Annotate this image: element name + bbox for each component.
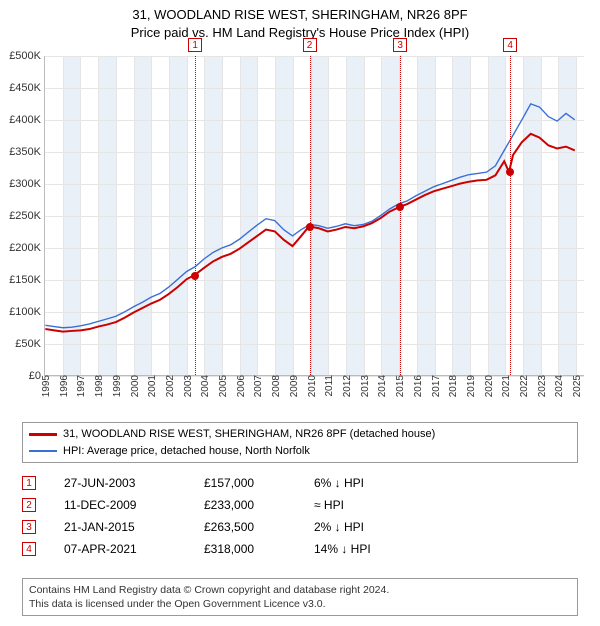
annotation-marker xyxy=(510,56,511,375)
txn-date: 07-APR-2021 xyxy=(64,542,204,556)
y-axis-label: £350K xyxy=(9,146,45,158)
table-row: 2 11-DEC-2009£233,000≈ HPI xyxy=(22,494,578,516)
annotation-box: 4 xyxy=(503,38,517,52)
x-axis-label: 2010 xyxy=(304,375,318,397)
txn-relative-hpi: 14% ↓ HPI xyxy=(314,542,578,556)
txn-price: £157,000 xyxy=(204,476,314,490)
txn-index-box: 3 xyxy=(22,520,36,534)
x-axis-label: 2009 xyxy=(286,375,300,397)
x-axis-label: 2000 xyxy=(127,375,141,397)
legend-item-hpi: HPI: Average price, detached house, Nort… xyxy=(29,443,571,460)
x-axis-label: 2019 xyxy=(463,375,477,397)
annotation-marker xyxy=(310,56,311,375)
txn-relative-hpi: 2% ↓ HPI xyxy=(314,520,578,534)
y-axis-label: £200K xyxy=(9,242,45,254)
x-axis-label: 1996 xyxy=(56,375,70,397)
txn-relative-hpi: 6% ↓ HPI xyxy=(314,476,578,490)
y-axis-label: £150K xyxy=(9,274,45,286)
y-axis-label: £400K xyxy=(9,114,45,126)
table-row: 4 07-APR-2021£318,00014% ↓ HPI xyxy=(22,538,578,560)
x-axis-label: 2001 xyxy=(144,375,158,397)
x-axis-label: 2004 xyxy=(197,375,211,397)
legend-item-subject: 31, WOODLAND RISE WEST, SHERINGHAM, NR26… xyxy=(29,426,571,443)
annotation-marker xyxy=(400,56,401,375)
y-axis-label: £300K xyxy=(9,178,45,190)
x-axis-label: 1995 xyxy=(38,375,52,397)
price-chart: £0£50K£100K£150K£200K£250K£300K£350K£400… xyxy=(44,56,584,376)
txn-price: £233,000 xyxy=(204,498,314,512)
txn-date: 11-DEC-2009 xyxy=(64,498,204,512)
x-axis-label: 2016 xyxy=(410,375,424,397)
legend-swatch-hpi xyxy=(29,450,57,452)
x-axis-label: 2017 xyxy=(428,375,442,397)
annotation-box: 3 xyxy=(393,38,407,52)
x-axis-label: 2014 xyxy=(374,375,388,397)
x-axis-label: 2020 xyxy=(481,375,495,397)
x-axis-label: 2007 xyxy=(250,375,264,397)
x-axis-label: 2024 xyxy=(551,375,565,397)
txn-index-box: 4 xyxy=(22,542,36,556)
x-axis-label: 2006 xyxy=(233,375,247,397)
x-axis-label: 2021 xyxy=(498,375,512,397)
table-row: 3 21-JAN-2015£263,5002% ↓ HPI xyxy=(22,516,578,538)
txn-index-box: 1 xyxy=(22,476,36,490)
x-axis-label: 2002 xyxy=(162,375,176,397)
title-line1: 31, WOODLAND RISE WEST, SHERINGHAM, NR26… xyxy=(0,6,600,24)
y-axis-label: £50K xyxy=(15,338,45,350)
table-row: 1 27-JUN-2003£157,0006% ↓ HPI xyxy=(22,472,578,494)
x-axis-label: 1998 xyxy=(91,375,105,397)
x-axis-label: 2012 xyxy=(339,375,353,397)
y-axis-label: £450K xyxy=(9,82,45,94)
txn-relative-hpi: ≈ HPI xyxy=(314,498,578,512)
annotation-point xyxy=(191,272,199,280)
chart-lines xyxy=(45,56,584,375)
x-axis-label: 2005 xyxy=(215,375,229,397)
x-axis-label: 1999 xyxy=(109,375,123,397)
legend: 31, WOODLAND RISE WEST, SHERINGHAM, NR26… xyxy=(22,422,578,463)
txn-price: £263,500 xyxy=(204,520,314,534)
x-axis-label: 2015 xyxy=(392,375,406,397)
x-axis-label: 2018 xyxy=(445,375,459,397)
y-axis-label: £100K xyxy=(9,306,45,318)
transaction-table: 1 27-JUN-2003£157,0006% ↓ HPI 2 11-DEC-2009… xyxy=(22,472,578,560)
x-axis-label: 2022 xyxy=(516,375,530,397)
annotation-marker xyxy=(195,56,196,375)
x-axis-label: 2003 xyxy=(180,375,194,397)
legend-swatch-subject xyxy=(29,433,57,436)
footer-note: Contains HM Land Registry data © Crown c… xyxy=(22,578,578,616)
x-axis-label: 2025 xyxy=(569,375,583,397)
footer-line1: Contains HM Land Registry data © Crown c… xyxy=(29,583,571,597)
annotation-box: 2 xyxy=(303,38,317,52)
x-axis-label: 2023 xyxy=(534,375,548,397)
x-axis-label: 2011 xyxy=(321,375,335,397)
annotation-box: 1 xyxy=(188,38,202,52)
chart-title: 31, WOODLAND RISE WEST, SHERINGHAM, NR26… xyxy=(0,6,600,41)
x-axis-label: 2013 xyxy=(357,375,371,397)
x-axis-label: 1997 xyxy=(73,375,87,397)
y-axis-label: £500K xyxy=(9,50,45,62)
footer-line2: This data is licensed under the Open Gov… xyxy=(29,597,571,611)
txn-index-box: 2 xyxy=(22,498,36,512)
legend-label-subject: 31, WOODLAND RISE WEST, SHERINGHAM, NR26… xyxy=(63,426,435,443)
y-axis-label: £250K xyxy=(9,210,45,222)
legend-label-hpi: HPI: Average price, detached house, Nort… xyxy=(63,443,310,460)
x-axis-label: 2008 xyxy=(268,375,282,397)
txn-date: 21-JAN-2015 xyxy=(64,520,204,534)
txn-price: £318,000 xyxy=(204,542,314,556)
txn-date: 27-JUN-2003 xyxy=(64,476,204,490)
annotation-point xyxy=(306,223,314,231)
